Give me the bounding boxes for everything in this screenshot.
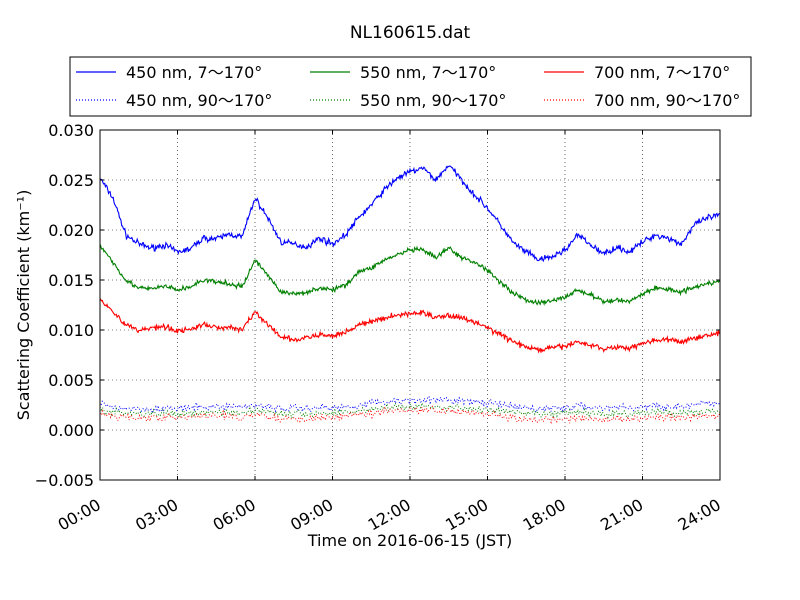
x-axis-label: Time on 2016-06-15 (JST) (307, 531, 512, 550)
series-line-1 (99, 165, 721, 263)
y-tick-label: 0.000 (48, 421, 94, 440)
legend-box (69, 56, 752, 117)
x-tick-label: 24:00 (675, 495, 724, 535)
legend-label: 700 nm, 7～170° (594, 63, 730, 82)
x-tick-label: 03:00 (132, 495, 181, 535)
series-line-6 (99, 405, 721, 425)
chart-title: NL160615.dat (350, 23, 471, 43)
x-tick-label: 21:00 (597, 495, 646, 535)
axis-ticks: 00:00 03:00 06:00 09:00 12:00 15:00 18:00 21:00… (35, 121, 724, 535)
y-tick-label: 0.010 (48, 321, 94, 340)
series-line-3 (99, 243, 721, 307)
legend-label: 450 nm, 7～170° (126, 63, 262, 82)
x-tick-label: 18:00 (520, 495, 569, 535)
x-tick-label: 06:00 (210, 495, 259, 535)
y-tick-label: 0.030 (48, 121, 94, 140)
legend-label: 550 nm, 90～170° (360, 91, 506, 110)
x-tick-label: 00:00 (55, 495, 104, 535)
legend: 450 nm, 7～170° 450 nm, 90～170° 550 nm, 7～1… (69, 56, 752, 117)
y-tick-label: 0.025 (48, 171, 94, 190)
legend-label: 450 nm, 90～170° (126, 91, 272, 110)
y-tick-label: 0.020 (48, 221, 94, 240)
grid-lines (100, 130, 720, 480)
series-group (99, 165, 721, 425)
legend-label: 550 nm, 7～170° (360, 63, 496, 82)
y-tick-label: 0.015 (48, 271, 94, 290)
x-tick-label: 15:00 (442, 495, 491, 535)
y-tick-label: 0.005 (48, 371, 94, 390)
legend-label: 700 nm, 90～170° (594, 91, 740, 110)
series-line-2 (99, 395, 720, 415)
y-tick-label: −0.005 (35, 471, 94, 490)
x-tick-label: 12:00 (365, 495, 414, 535)
series-line-5 (99, 298, 721, 354)
y-axis-label: Scattering Coefficient (km⁻¹) (14, 190, 33, 421)
series-line-4 (99, 401, 720, 420)
x-tick-label: 09:00 (287, 495, 336, 535)
